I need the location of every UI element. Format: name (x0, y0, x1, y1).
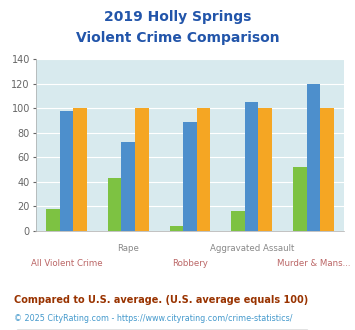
Bar (170, 226, 183, 231)
Bar (197, 109, 210, 231)
Text: All Violent Crime: All Violent Crime (31, 259, 102, 268)
Bar (320, 109, 334, 231)
Bar (60, 111, 73, 231)
Text: Aggravated Assault: Aggravated Assault (209, 244, 294, 253)
Bar (135, 109, 148, 231)
Bar (183, 122, 197, 231)
Text: Compared to U.S. average. (U.S. average equals 100): Compared to U.S. average. (U.S. average … (14, 295, 308, 305)
Bar (73, 109, 87, 231)
Bar (231, 212, 245, 231)
Bar (46, 209, 60, 231)
Text: 2019 Holly Springs: 2019 Holly Springs (104, 10, 251, 24)
Bar (293, 167, 307, 231)
Text: Robbery: Robbery (172, 259, 208, 268)
Text: Murder & Mans...: Murder & Mans... (277, 259, 350, 268)
Text: Rape: Rape (117, 244, 139, 253)
Legend: Holly Springs, North Carolina, National: Holly Springs, North Carolina, National (16, 329, 308, 330)
Bar (245, 102, 258, 231)
Text: © 2025 CityRating.com - https://www.cityrating.com/crime-statistics/: © 2025 CityRating.com - https://www.city… (14, 314, 293, 323)
Bar (108, 178, 121, 231)
Text: Violent Crime Comparison: Violent Crime Comparison (76, 31, 279, 45)
Bar (121, 142, 135, 231)
Bar (307, 84, 320, 231)
Bar (258, 109, 272, 231)
